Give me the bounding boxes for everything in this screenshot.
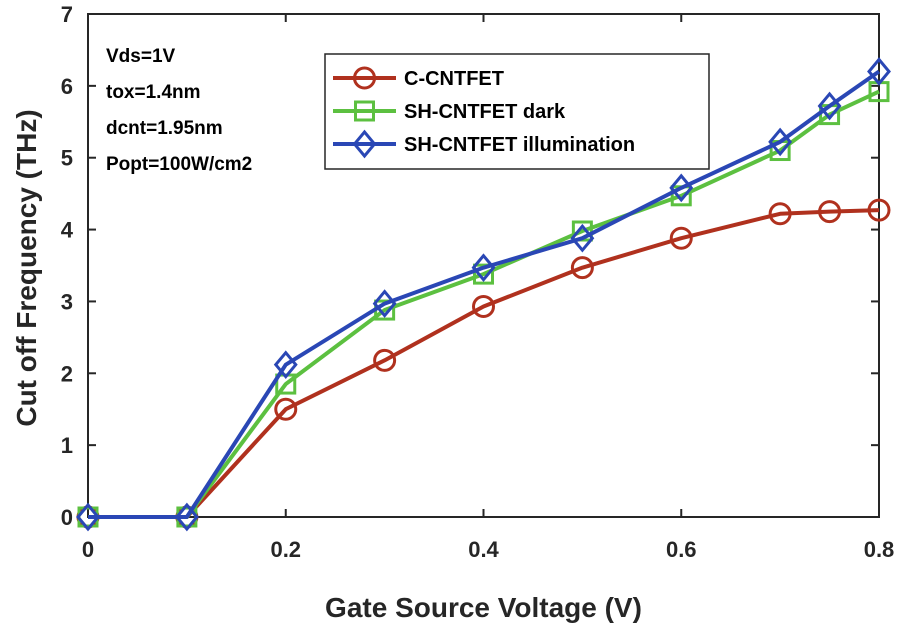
legend-label: SH-CNTFET illumination [404,134,635,156]
data-point [570,256,594,280]
data-point [76,502,100,532]
annotation-popt: Popt=100W/cm2 [106,154,252,175]
legend-label: SH-CNTFET dark [404,101,566,123]
legend-entry: SH-CNTFET illumination [333,129,635,159]
data-point [817,91,842,121]
legend-marker [352,129,377,159]
data-point [669,226,693,250]
annotation-block: Vds=1V tox=1.4nm dcnt=1.95nm Popt=100W/c… [106,46,252,175]
data-point [473,263,494,285]
y-tick-label: 4 [61,218,74,243]
data-point [471,253,496,282]
x-axis-title: Gate Source Voltage (V) [325,592,642,623]
series-layer [76,57,891,532]
data-point [768,127,793,157]
legend: C-CNTFET SH-CNTFET dark SH-CNTFET illumina… [324,53,710,170]
data-point [818,200,842,224]
y-tick-label: 2 [61,361,73,386]
tick-labels: 0 0.2 0.4 0.6 0.8 0 1 2 3 4 5 6 7 [61,2,895,562]
data-point [273,350,298,380]
y-axis-title: Cut off Frequency (THz) [11,109,42,426]
y-tick-label: 5 [61,146,73,171]
y-tick-label: 6 [61,74,73,99]
series-line [88,69,881,519]
data-point [274,397,298,421]
annotation-vds: Vds=1V [106,46,176,67]
data-point [174,502,199,532]
y-tick-label: 3 [61,289,73,314]
annotation-tox: tox=1.4nm [106,82,201,103]
axis-ticks [87,13,880,518]
x-tick-label: 0.2 [270,537,301,562]
x-tick-label: 0.6 [666,537,697,562]
data-point [472,294,495,318]
data-point [372,289,397,318]
y-tick-label: 7 [61,2,73,27]
data-point [570,223,595,253]
y-tick-label: 1 [61,433,73,458]
y-tick-label: 0 [61,505,73,530]
data-point [867,57,891,86]
legend-marker [354,100,375,122]
data-point [768,202,792,226]
series-line [88,208,880,519]
legend-marker [353,66,376,90]
x-tick-label: 0.8 [864,537,895,562]
x-tick-label: 0.4 [468,537,499,562]
legend-entry: C-CNTFET [333,66,504,90]
annotation-dcnt: dcnt=1.95nm [106,118,223,139]
series-diamond [76,57,891,532]
x-tick-label: 0 [82,537,94,562]
data-point [373,348,397,372]
legend-label: C-CNTFET [404,68,504,90]
legend-entry: SH-CNTFET dark [333,100,566,123]
data-point [867,198,891,222]
data-point [669,173,694,203]
